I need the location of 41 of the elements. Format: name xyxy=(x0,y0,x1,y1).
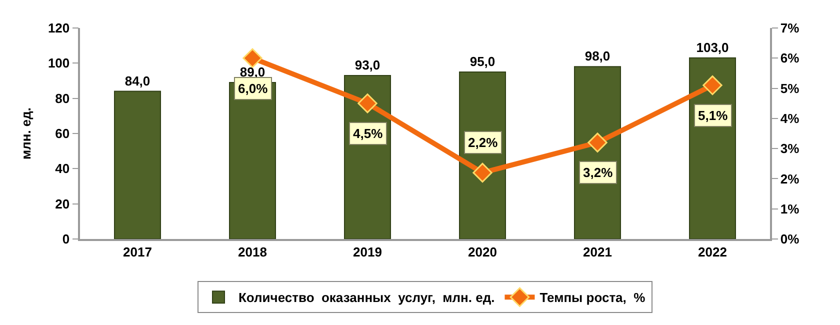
y-tick-label: 120 xyxy=(48,20,70,36)
y-tick-label: 0 xyxy=(62,232,70,247)
y2-tick-label: 3% xyxy=(780,141,800,156)
y-tick-label: 20 xyxy=(55,196,70,212)
data-label: 4,5% xyxy=(353,126,384,141)
data-label: 103,0 xyxy=(696,40,729,55)
x-tick-label: 2022 xyxy=(698,244,727,260)
legend-label: Темпы роста, % xyxy=(540,290,646,306)
y-tick-label: 100 xyxy=(48,56,70,71)
data-label: 93,0 xyxy=(354,57,380,72)
y2-tick-label: 1% xyxy=(780,201,800,216)
x-tick-label: 2018 xyxy=(238,244,267,260)
data-label: 3,2% xyxy=(583,165,614,180)
y2-tick-label: 5% xyxy=(780,80,800,96)
point xyxy=(242,48,262,68)
data-label: 5,1% xyxy=(698,108,728,123)
y2-tick-label: 0% xyxy=(780,232,800,247)
y-axis-title: млн. ед. xyxy=(18,107,34,160)
x-tick-label: 2019 xyxy=(353,244,382,260)
y2-tick-label: 2% xyxy=(780,171,800,186)
x-tick-label: 2020 xyxy=(468,244,497,260)
data-label: 95,0 xyxy=(470,54,496,69)
x-tick-label: 2017 xyxy=(123,244,152,260)
y2-tick-label: 7% xyxy=(780,20,800,36)
y-tick-label: 40 xyxy=(55,161,70,176)
x-tick-label: 2021 xyxy=(583,244,612,260)
data-label: 2,2% xyxy=(468,135,498,150)
data-label: 98,0 xyxy=(584,48,610,64)
point xyxy=(588,132,608,152)
data-label: 84,0 xyxy=(124,73,150,88)
y-tick-label: 80 xyxy=(55,90,70,106)
point xyxy=(358,94,378,114)
data-label: 89,0 xyxy=(240,64,266,80)
y2-tick-label: 6% xyxy=(780,50,800,66)
legend-label: Количество оказанных услуг, млн. ед. xyxy=(238,290,495,306)
y-tick-label: 60 xyxy=(55,126,70,142)
y2-tick-label: 4% xyxy=(780,110,800,126)
point xyxy=(702,75,722,96)
data-label: 6,0% xyxy=(238,81,268,96)
point xyxy=(472,162,492,183)
bar xyxy=(114,90,161,239)
